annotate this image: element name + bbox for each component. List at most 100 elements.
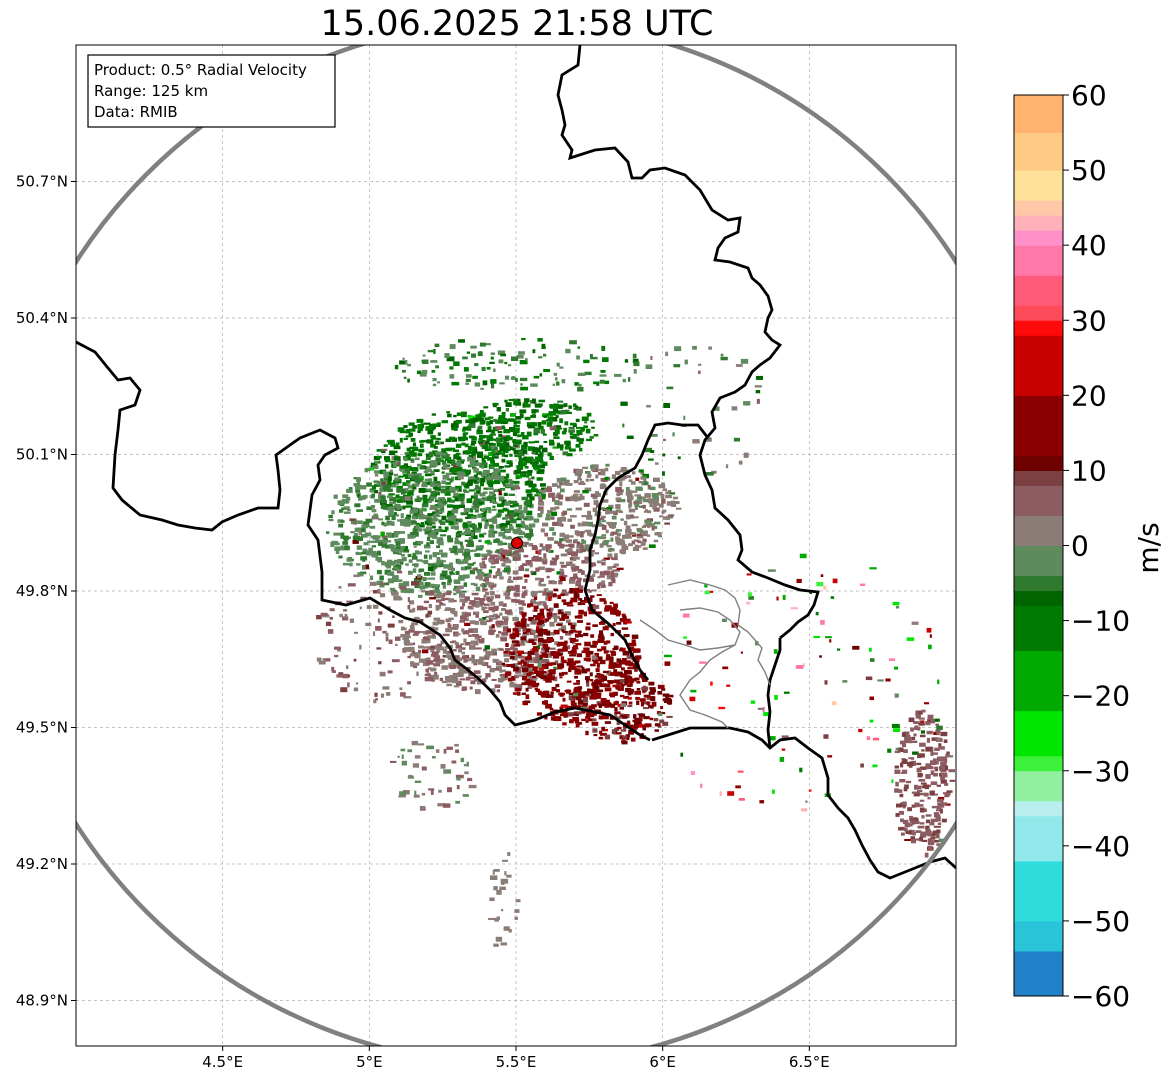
echo-cell <box>545 544 552 549</box>
echo-cell <box>480 512 487 518</box>
echo-cell <box>683 636 688 640</box>
echo-cell <box>496 689 500 693</box>
echo-cell <box>576 665 583 668</box>
echo-cell <box>473 679 480 682</box>
echo-cell <box>560 477 567 481</box>
echo-cell <box>919 742 926 747</box>
echo-cell <box>690 689 697 693</box>
echo-cell <box>424 636 431 641</box>
echo-cell <box>653 503 660 506</box>
echo-cell <box>932 830 939 834</box>
echo-cell <box>493 869 500 872</box>
echo-cell <box>937 679 940 685</box>
echo-cell <box>427 674 435 678</box>
echo-cell <box>550 716 557 721</box>
echo-cell <box>401 557 407 562</box>
echo-cell <box>540 528 545 533</box>
echo-cell <box>783 691 790 694</box>
echo-cell <box>503 437 510 442</box>
echo-cell <box>359 644 362 650</box>
echo-cell <box>457 489 462 492</box>
echo-cell <box>421 560 429 563</box>
echo-cell <box>539 373 543 377</box>
echo-cell <box>469 644 476 650</box>
echo-cell <box>490 875 498 880</box>
echo-cell <box>349 558 354 562</box>
echo-cell <box>390 460 396 464</box>
echo-cell <box>433 617 441 621</box>
echo-cell <box>500 526 506 532</box>
echo-cell <box>503 492 508 496</box>
echo-cell <box>404 517 411 521</box>
echo-cell <box>410 532 416 536</box>
echo-cell <box>557 400 564 403</box>
echo-cell <box>346 558 352 562</box>
echo-cell <box>499 446 506 451</box>
echo-cell <box>331 510 335 515</box>
echo-cell <box>602 626 609 631</box>
echo-cell <box>514 916 518 920</box>
echo-cell <box>525 665 529 669</box>
echo-cell <box>592 681 599 687</box>
echo-cell <box>573 573 578 577</box>
echo-cell <box>403 437 408 440</box>
echo-cell <box>481 462 487 466</box>
echo-cell <box>569 435 575 438</box>
echo-cell <box>429 540 434 544</box>
echo-cell <box>525 358 528 361</box>
echo-cell <box>430 630 435 634</box>
echo-cell <box>489 615 496 618</box>
echo-cell <box>559 706 564 710</box>
echo-cell <box>591 655 597 660</box>
echo-cell <box>593 500 599 505</box>
echo-cell <box>436 451 442 455</box>
echo-cell <box>496 407 501 412</box>
y-tick-label: 49.8°N <box>16 582 68 600</box>
echo-cell <box>362 558 366 562</box>
echo-cell <box>394 539 399 543</box>
colorbar-tick-label: −40 <box>1071 830 1130 863</box>
echo-cell <box>902 743 907 748</box>
echo-cell <box>412 552 417 556</box>
info-box-frame <box>87 54 336 128</box>
echo-cell <box>430 435 436 439</box>
echo-cell <box>405 435 412 438</box>
echo-cell <box>813 635 821 639</box>
echo-cell <box>505 408 509 412</box>
echo-cell <box>743 455 749 458</box>
echo-cell <box>936 798 944 803</box>
echo-cell <box>479 584 484 587</box>
echo-cell <box>621 740 627 743</box>
echo-cell <box>344 543 349 546</box>
echo-cell <box>441 471 445 474</box>
echo-cell <box>605 656 610 661</box>
echo-cell <box>562 697 566 702</box>
echo-cell <box>604 687 612 692</box>
echo-cell <box>592 712 597 716</box>
echo-cell <box>872 737 880 741</box>
echo-cell <box>564 409 570 412</box>
echo-cell <box>573 480 579 484</box>
echo-cell <box>494 606 499 611</box>
echo-cell <box>719 791 722 797</box>
echo-cell <box>941 818 947 823</box>
echo-cell <box>690 771 696 775</box>
colorbar-tick-label: 10 <box>1071 454 1107 487</box>
echo-cell <box>592 718 597 722</box>
echo-cell <box>425 630 431 635</box>
echo-cell <box>610 662 617 666</box>
echo-cell <box>541 346 546 349</box>
echo-cell <box>400 465 407 470</box>
echo-cell <box>350 521 355 525</box>
echo-cell <box>561 405 566 408</box>
colorbar-band <box>1014 815 1063 862</box>
echo-cell <box>423 481 430 486</box>
echo-cell <box>549 669 556 674</box>
echo-cell <box>449 344 456 350</box>
echo-cell <box>416 370 422 375</box>
echo-cell <box>510 677 516 681</box>
echo-cell <box>506 572 511 575</box>
echo-cell <box>478 425 483 430</box>
echo-cell <box>901 732 906 737</box>
